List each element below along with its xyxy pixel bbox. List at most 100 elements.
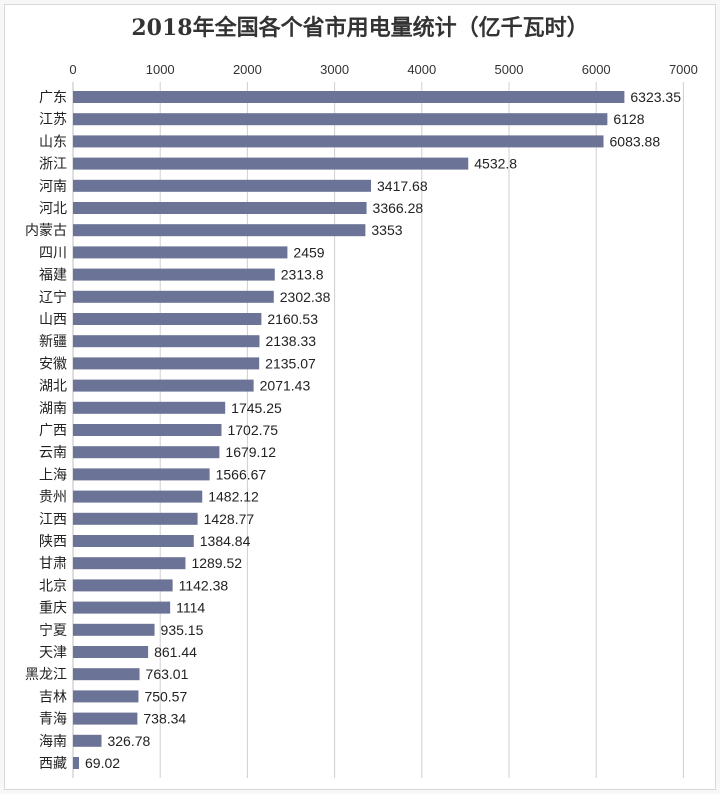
- bar: [73, 446, 220, 459]
- bar: [73, 401, 226, 414]
- bar: [73, 601, 171, 614]
- bar: [73, 623, 155, 636]
- bar: [73, 712, 138, 725]
- category-label: 陕西: [39, 534, 67, 550]
- bar: [73, 557, 186, 570]
- category-label: 江西: [39, 512, 67, 528]
- category-label: 山东: [39, 134, 67, 150]
- bar: [73, 379, 254, 392]
- data-label: 2313.8: [281, 267, 324, 283]
- category-label: 宁夏: [39, 622, 67, 639]
- bar: [73, 579, 173, 592]
- chart-title: 2018年全国各个省市用电量统计（亿千瓦时）: [131, 15, 589, 41]
- category-label: 山西: [39, 312, 67, 328]
- x-tick-label: 3000: [320, 62, 349, 77]
- bar: [73, 313, 262, 325]
- data-label: 69.02: [85, 755, 120, 771]
- x-tick-label: 4000: [407, 62, 436, 77]
- bar: [73, 690, 139, 703]
- category-label: 内蒙古: [25, 223, 67, 239]
- bar: [73, 490, 203, 503]
- chart-frame: [4, 4, 716, 790]
- x-tick-label: 5000: [495, 62, 524, 77]
- bar: [73, 357, 260, 370]
- data-label: 6128: [613, 111, 644, 127]
- data-label: 1482.12: [208, 489, 259, 505]
- data-label: 2071.43: [260, 378, 311, 394]
- category-label: 黑龙江: [25, 667, 67, 683]
- category-label: 天津: [39, 645, 67, 661]
- category-label: 河南: [39, 179, 67, 195]
- data-label: 2459: [293, 244, 324, 260]
- data-label: 6323.35: [630, 89, 681, 105]
- data-label: 1114: [176, 600, 205, 616]
- category-label: 广西: [39, 423, 67, 439]
- x-tick-label: 0: [69, 62, 76, 77]
- data-label: 4532.8: [474, 156, 517, 172]
- x-tick-label: 2000: [233, 62, 262, 77]
- category-label: 安徽: [39, 356, 67, 372]
- category-label: 河北: [39, 201, 67, 217]
- data-label: 1428.77: [204, 511, 255, 527]
- bar: [73, 424, 222, 436]
- bar: [73, 335, 260, 348]
- bar: [73, 135, 604, 148]
- category-label: 四川: [39, 245, 67, 261]
- category-label: 新疆: [39, 334, 67, 350]
- data-label: 738.34: [143, 711, 186, 727]
- data-label: 935.15: [161, 622, 204, 638]
- category-label: 湖南: [39, 401, 67, 417]
- bar: [73, 224, 366, 237]
- bar: [73, 512, 198, 525]
- category-label: 上海: [39, 467, 67, 483]
- x-tick-label: 7000: [669, 62, 698, 77]
- data-label: 1566.67: [216, 466, 267, 482]
- data-label: 1384.84: [200, 533, 251, 549]
- x-tick-label: 6000: [582, 62, 611, 77]
- bar: [73, 268, 275, 281]
- data-label: 1142.38: [179, 577, 229, 593]
- bar: [73, 734, 102, 747]
- data-label: 2160.53: [267, 311, 318, 327]
- category-label: 甘肃: [39, 556, 67, 572]
- category-label: 重庆: [39, 601, 67, 617]
- data-label: 1289.52: [191, 555, 242, 571]
- bar: [73, 246, 288, 259]
- data-label: 3366.28: [373, 200, 424, 216]
- data-label: 6083.88: [610, 133, 661, 149]
- data-label: 2135.07: [265, 355, 316, 371]
- data-label: 3417.68: [377, 178, 428, 194]
- data-label: 750.57: [144, 688, 187, 704]
- data-label: 2302.38: [280, 289, 331, 305]
- bar: [73, 468, 210, 481]
- bar: [73, 179, 372, 192]
- category-label: 海南: [39, 734, 67, 750]
- x-tick-label: 1000: [146, 62, 175, 77]
- data-label: 861.44: [154, 644, 197, 660]
- category-label: 贵州: [39, 490, 67, 506]
- category-label: 西藏: [39, 756, 67, 772]
- data-label: 326.78: [107, 733, 150, 749]
- bar: [73, 157, 469, 170]
- bar: [73, 757, 80, 769]
- category-label: 北京: [39, 578, 67, 594]
- category-label: 青海: [39, 712, 67, 728]
- data-label: 3353: [371, 222, 402, 238]
- category-label: 吉林: [39, 689, 67, 705]
- category-label: 广东: [39, 90, 67, 106]
- data-label: 2138.33: [265, 333, 316, 349]
- bar: [73, 290, 274, 303]
- bar: [73, 91, 625, 103]
- bar: [73, 113, 608, 126]
- category-label: 辽宁: [39, 289, 67, 306]
- category-label: 福建: [39, 268, 67, 284]
- bar: [73, 668, 140, 681]
- category-label: 湖北: [39, 379, 67, 395]
- category-label: 浙江: [39, 157, 67, 173]
- data-label: 1745.25: [231, 400, 282, 416]
- bar: [73, 535, 194, 547]
- data-label: 1702.75: [227, 422, 278, 438]
- bar: [73, 646, 149, 658]
- category-label: 云南: [39, 445, 67, 461]
